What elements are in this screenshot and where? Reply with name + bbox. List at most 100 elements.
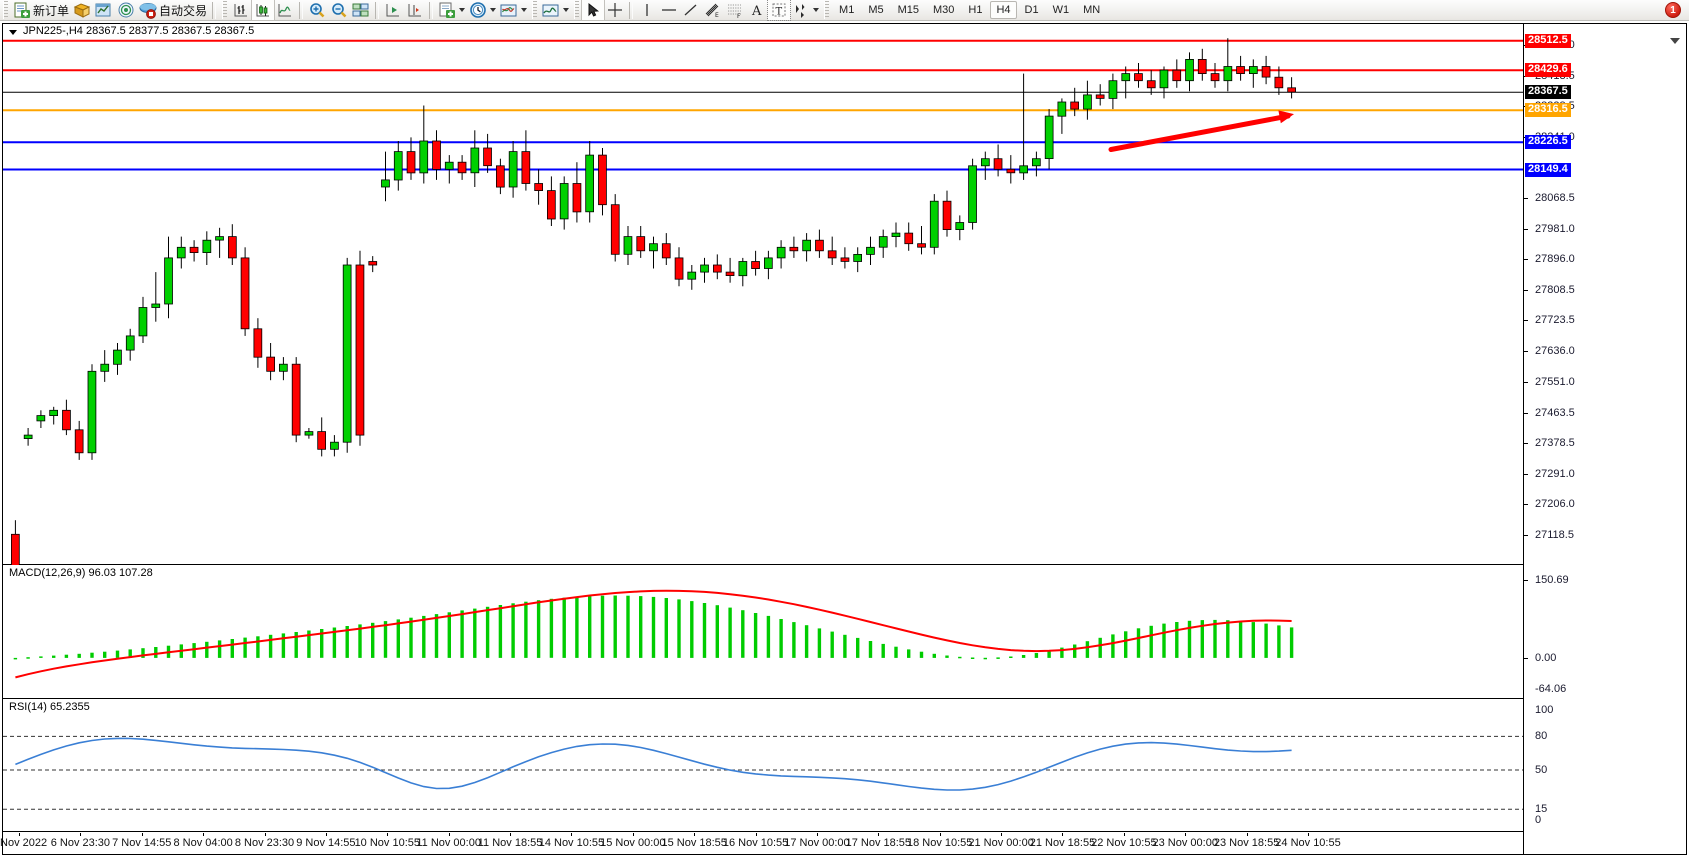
chart-scroll-caret-icon[interactable] (1670, 38, 1680, 44)
line-chart-button[interactable] (274, 0, 296, 20)
toolbar-grip[interactable] (3, 1, 8, 19)
rsi-pane[interactable]: RSI(14) 65.2355 (3, 700, 1523, 832)
price-tick-mark (1524, 290, 1528, 292)
rsi-tick-label: 80 (1535, 730, 1548, 743)
new-chart-chevron-down-icon[interactable] (459, 8, 466, 12)
time-tick-mark (1308, 833, 1309, 836)
price-level-tag[interactable]: 28226.5 (1525, 135, 1571, 150)
price-tick-mark (1524, 320, 1528, 322)
period-button[interactable] (467, 0, 498, 20)
time-tick-label: 4 Nov 2022 (0, 837, 48, 849)
text-label-tool-button[interactable]: T (767, 0, 792, 21)
tile-windows-button[interactable] (350, 0, 372, 20)
toolbar-grip-5[interactable] (824, 1, 830, 19)
price-tick-label: 28068.5 (1535, 192, 1575, 205)
new-order-button[interactable]: 新订单 (11, 0, 71, 20)
timeframe-m1[interactable]: M1 (839, 4, 855, 16)
price-level-tag[interactable]: 28367.5 (1525, 85, 1571, 100)
price-level-tag[interactable]: 28149.4 (1525, 162, 1571, 177)
crosshair-icon (606, 2, 624, 19)
price-chart-svg (3, 38, 1523, 565)
candlestick-chart-button[interactable] (251, 0, 276, 21)
time-tick-mark (694, 833, 696, 836)
templates-button[interactable] (498, 0, 529, 20)
time-tick-mark (325, 833, 327, 836)
templates-chevron-down-icon[interactable] (521, 8, 528, 12)
macd-pane[interactable]: MACD(12,26,9) 96.03 107.28 (3, 566, 1523, 699)
indicators-chevron-down-icon[interactable] (563, 8, 570, 12)
market-window-icon (95, 2, 113, 19)
horizontal-line-tool-button[interactable] (658, 0, 680, 20)
crosshair-tool-button[interactable] (604, 0, 626, 20)
time-tick-mark (816, 833, 818, 836)
arrows-tool-button[interactable] (790, 0, 821, 20)
zoom-out-button[interactable] (328, 0, 350, 20)
radar-button[interactable] (115, 0, 137, 20)
arrows-chevron-down-icon[interactable] (813, 8, 820, 12)
horizontal-line-icon (660, 2, 678, 19)
time-tick-label: 8 Nov 04:00 (173, 837, 233, 849)
auto-trading-button[interactable]: 自动交易 (137, 0, 209, 20)
toolbar-separator-2 (299, 1, 304, 19)
price-level-tag[interactable]: 28512.5 (1525, 33, 1571, 48)
zoom-in-button[interactable] (306, 0, 328, 20)
toolbar-separator-4 (429, 1, 434, 19)
time-tick-mark (939, 833, 941, 836)
new-order-icon (13, 2, 31, 19)
time-tick-label: 24 Nov 10:55 (1275, 837, 1341, 849)
chart-menu-caret-icon[interactable] (9, 30, 17, 35)
timeframe-d1[interactable]: D1 (1024, 4, 1039, 16)
trendline-tool-button[interactable] (680, 0, 702, 20)
chart-window[interactable]: JPN225-,H4 28367.5 28377.5 28367.5 28367… (0, 23, 1687, 855)
rsi-title: RSI(14) 65.2355 (7, 701, 92, 713)
equidistant-channel-tool-button[interactable]: E (702, 0, 724, 20)
timeframe-m5[interactable]: M5 (868, 4, 884, 16)
fibonacci-tool-button[interactable]: F (724, 0, 746, 20)
toolbar-grip-4[interactable] (574, 1, 580, 19)
timeframe-m15[interactable]: M15 (897, 4, 919, 16)
time-tick-mark (203, 833, 205, 836)
price-level-tag[interactable]: 28429.6 (1525, 63, 1571, 78)
cursor-tool-button[interactable] (581, 0, 606, 21)
time-tick-label: 17 Nov 18:55 (845, 837, 912, 849)
signals-button[interactable] (71, 0, 93, 20)
timeframe-m30[interactable]: M30 (933, 4, 955, 16)
bar-chart-button[interactable] (230, 0, 252, 20)
time-tick-label: 11 Nov 18:55 (477, 837, 543, 849)
text-tool-button[interactable]: A (746, 0, 768, 20)
time-tick-label: 6 Nov 23:30 (50, 837, 111, 849)
macd-tick-mark (1524, 657, 1528, 659)
toolbar-grip-2[interactable] (222, 1, 228, 19)
market-watch-button[interactable] (93, 0, 115, 20)
price-scale-axis[interactable]: 28501.028413.528328.528241.028068.527981… (1523, 24, 1686, 832)
auto-scroll-button[interactable] (404, 0, 426, 20)
price-pane[interactable]: JPN225-,H4 28367.5 28377.5 28367.5 28367… (3, 24, 1523, 565)
fibonacci-icon: F (726, 2, 744, 19)
rsi-tick-label: 100 (1535, 704, 1554, 716)
price-tick-mark (1524, 229, 1528, 231)
timeframe-mn[interactable]: MN (1083, 4, 1101, 16)
notification-badge[interactable]: 1 (1665, 2, 1681, 18)
bar-chart-icon (232, 2, 250, 19)
toolbar-grip-3[interactable] (532, 1, 538, 19)
svg-text:A: A (751, 4, 762, 19)
price-tick-label: 27551.0 (1535, 375, 1575, 388)
time-tick-label: 22 Nov 10:55 (1091, 837, 1157, 849)
vertical-line-icon (638, 2, 656, 19)
new-chart-button[interactable] (436, 0, 467, 20)
indicators-button[interactable] (540, 0, 571, 20)
price-tick-label: 27378.5 (1535, 436, 1575, 449)
period-chevron-down-icon[interactable] (490, 8, 497, 12)
price-level-tag[interactable]: 28316.5 (1525, 103, 1571, 118)
timeframe-w1[interactable]: W1 (1052, 4, 1070, 16)
time-tick-label: 11 Nov 00:00 (416, 837, 481, 849)
vertical-line-tool-button[interactable] (636, 0, 658, 20)
time-tick-mark (632, 833, 634, 836)
timeframe-h4[interactable]: H4 (990, 1, 1017, 19)
price-tick-label: 27463.5 (1535, 406, 1575, 419)
time-tick-mark (755, 833, 757, 836)
timeframe-h1[interactable]: H1 (968, 4, 983, 16)
symbol-header: JPN225-,H4 28367.5 28377.5 28367.5 28367… (21, 25, 257, 37)
chart-shift-button[interactable] (382, 0, 404, 20)
